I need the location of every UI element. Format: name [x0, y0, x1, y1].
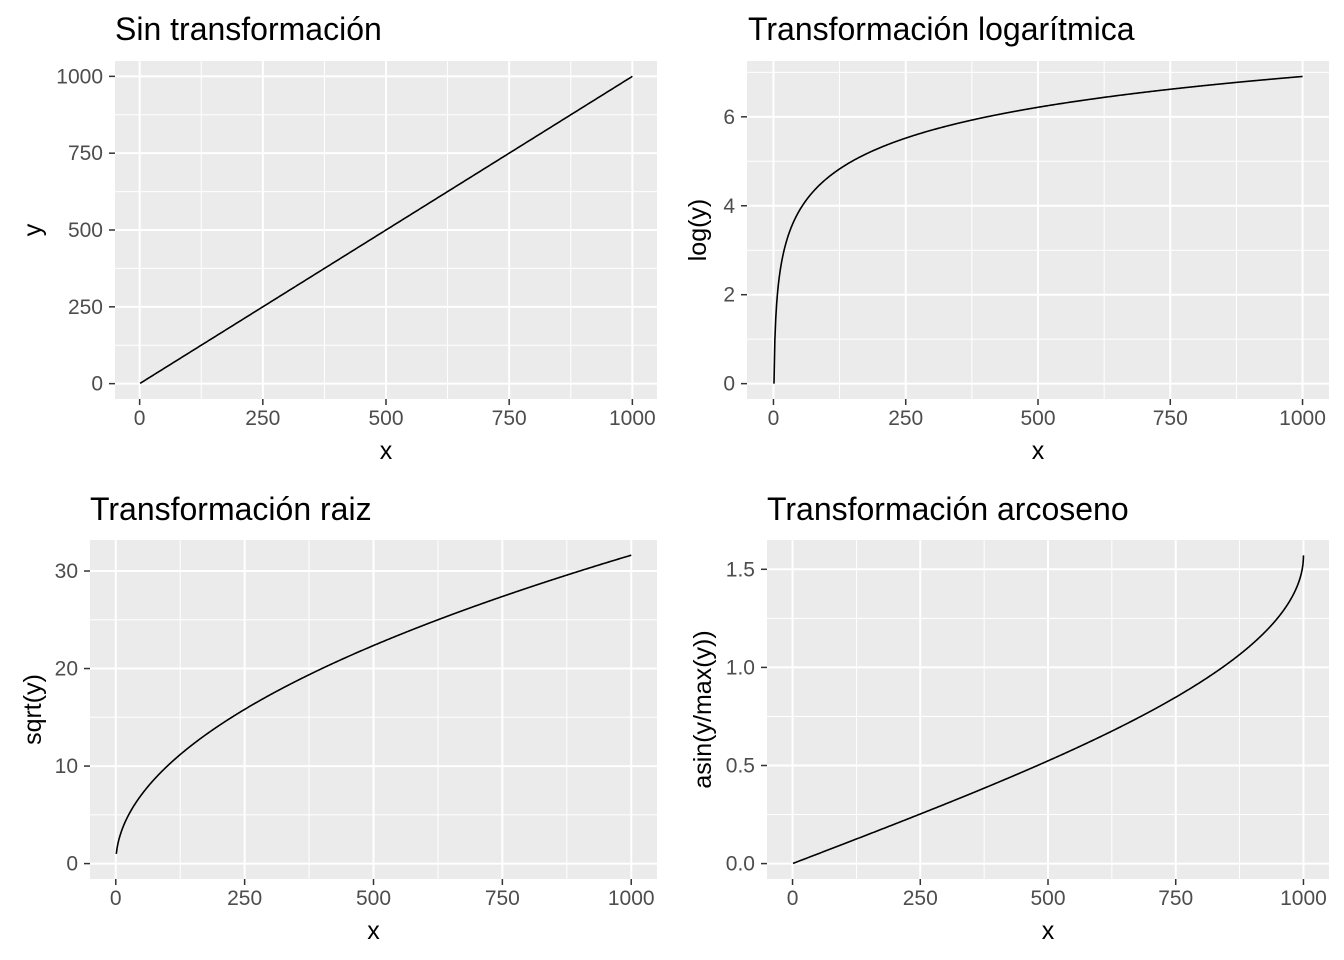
- x-tick-label: 0: [134, 407, 146, 430]
- y-tick-label: 0: [91, 373, 103, 396]
- y-axis-title: log(y): [684, 199, 712, 262]
- x-tick-label: 750: [1153, 407, 1188, 430]
- y-tick-label: 0.0: [726, 853, 755, 876]
- chart-title: Transformación logarítmica: [748, 11, 1135, 47]
- y-tick-label: 750: [68, 142, 103, 165]
- x-tick-label: 250: [903, 887, 938, 910]
- y-tick-label: 30: [55, 560, 78, 583]
- data-series-line: [139, 75, 633, 385]
- x-axis-title: x: [1042, 917, 1055, 945]
- x-axis-title: x: [380, 437, 393, 465]
- x-tick-label: 500: [1030, 887, 1065, 910]
- x-tick-label: 250: [245, 407, 280, 430]
- y-tick-label: 0: [723, 373, 735, 396]
- x-tick-label: 1000: [609, 407, 656, 430]
- chart-panel-3: 0 250 500 750 1000 0 10 20 30 Transformación raiz…: [19, 491, 657, 945]
- chart-panel-1: 0 250 500 750 1000 0 250 500 750 1000 Sin transfor…: [19, 11, 657, 465]
- x-tick-label: 750: [1158, 887, 1193, 910]
- y-tick-label: 1.0: [726, 656, 755, 679]
- chart-panel-4: 0 250 500 750 1000 0.0 0.5 1.0 1.5 Transformación…: [689, 491, 1329, 945]
- x-tick-label: 500: [368, 407, 403, 430]
- chart-title: Sin transformación: [115, 11, 382, 47]
- y-tick-label: 250: [68, 296, 103, 319]
- x-tick-label: 1000: [608, 887, 655, 910]
- x-axis-title: x: [367, 917, 380, 945]
- x-tick-label: 0: [768, 407, 780, 430]
- x-tick-label: 0: [787, 887, 799, 910]
- y-tick-label: 0: [66, 853, 78, 876]
- x-tick-label: 0: [110, 887, 122, 910]
- chart-title: Transformación raiz: [90, 491, 372, 527]
- x-tick-label: 1000: [1280, 887, 1327, 910]
- data-series-line: [792, 555, 1305, 865]
- y-axis-title: asin(y/max(y)): [689, 630, 717, 788]
- x-tick-label: 500: [356, 887, 391, 910]
- y-tick-label: 6: [723, 106, 735, 129]
- y-axis-title: y: [19, 223, 47, 236]
- y-tick-label: 10: [55, 755, 78, 778]
- chart-title: Transformación arcoseno: [767, 491, 1129, 527]
- x-tick-label: 1000: [1279, 407, 1326, 430]
- y-tick-label: 1.5: [726, 558, 755, 581]
- data-series-line: [773, 75, 1303, 384]
- y-tick-label: 4: [723, 195, 735, 218]
- y-tick-label: 2: [723, 284, 735, 307]
- x-tick-label: 250: [888, 407, 923, 430]
- y-tick-label: 1000: [56, 65, 103, 88]
- x-tick-label: 500: [1020, 407, 1055, 430]
- data-series-line: [115, 554, 632, 854]
- y-tick-label: 0.5: [726, 754, 755, 777]
- x-tick-label: 250: [227, 887, 262, 910]
- y-tick-label: 20: [55, 658, 78, 681]
- x-axis-title: x: [1032, 437, 1045, 465]
- chart-panel-2: 0 250 500 750 1000 0 2 4 6 Transformación logarít…: [684, 11, 1329, 465]
- y-tick-label: 500: [68, 219, 103, 242]
- x-tick-label: 750: [492, 407, 527, 430]
- x-tick-label: 750: [485, 887, 520, 910]
- y-axis-title: sqrt(y): [19, 674, 47, 745]
